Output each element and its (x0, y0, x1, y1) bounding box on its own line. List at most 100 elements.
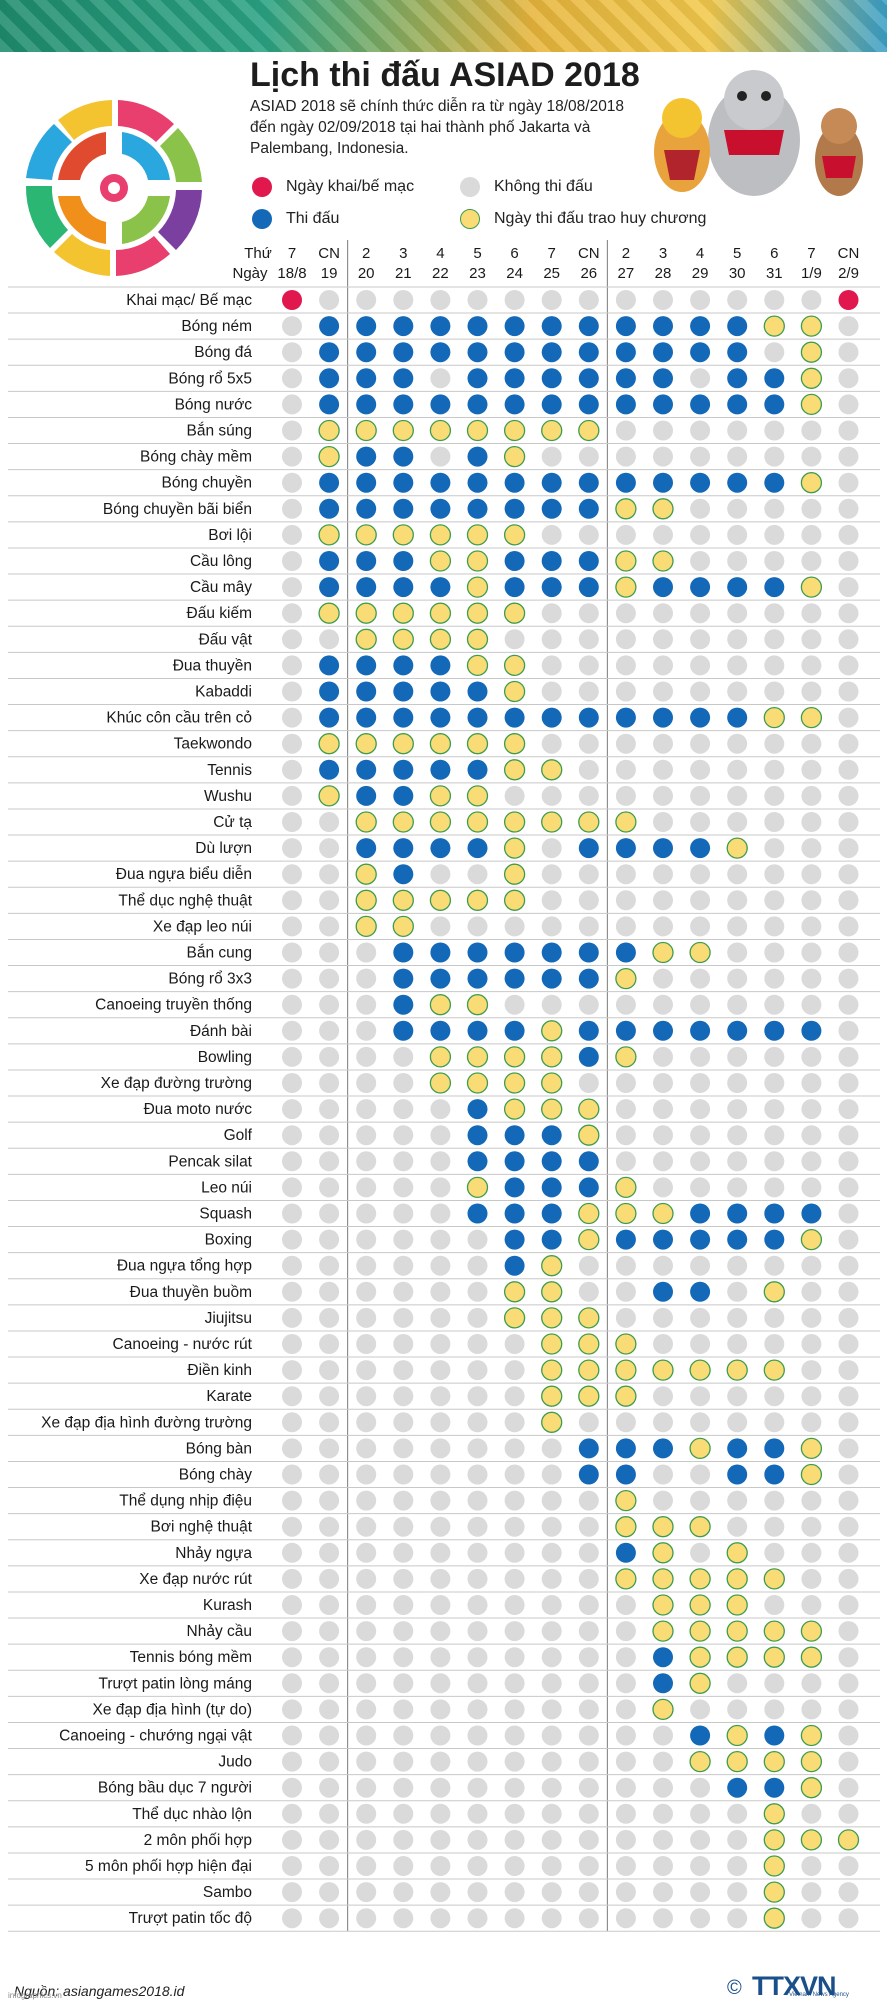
cell-competition (393, 577, 414, 598)
cell-medal (689, 1516, 711, 1538)
cell-medal (466, 785, 489, 807)
cell-no-competition (838, 681, 859, 702)
cell-competition (430, 394, 451, 415)
cell-no-competition (764, 1151, 785, 1172)
cell-competition (467, 707, 488, 728)
cell-no-competition (319, 1803, 340, 1824)
cell-medal (355, 602, 377, 624)
cell-no-competition (838, 1177, 859, 1198)
day-weekday-label: 6 (510, 245, 518, 262)
cell-no-competition (801, 498, 822, 519)
cell-medal (541, 1359, 563, 1381)
cell-competition (578, 1151, 599, 1172)
cell-no-competition (430, 864, 451, 885)
cell-competition (430, 707, 451, 728)
cell-no-competition (578, 655, 599, 676)
cell-medal (541, 811, 563, 833)
cell-competition (690, 1203, 711, 1224)
cell-no-competition (615, 1777, 636, 1798)
cell-no-competition (282, 1177, 302, 1198)
sport-label: Đấu vật (199, 631, 253, 648)
cell-no-competition (727, 759, 748, 780)
cell-no-competition (430, 1595, 451, 1615)
cell-no-competition (690, 551, 711, 571)
cell-no-competition (282, 1490, 302, 1511)
cell-medal (466, 576, 489, 598)
cell-medal (800, 706, 823, 729)
cell-competition (541, 551, 562, 571)
cell-no-competition (838, 1020, 859, 1041)
cell-no-competition (282, 838, 302, 859)
cell-no-competition (393, 290, 414, 310)
cell-medal (541, 759, 563, 781)
cell-medal (355, 419, 377, 442)
cell-medal (800, 315, 823, 337)
cell-no-competition (727, 603, 748, 624)
cell-no-competition (838, 1516, 859, 1537)
cell-no-competition (727, 968, 748, 989)
cell-no-competition (653, 1151, 673, 1172)
cell-no-competition (653, 1073, 673, 1093)
legend-dot-competition (252, 209, 272, 229)
cell-no-competition (764, 968, 785, 989)
cell-no-competition (393, 1595, 414, 1615)
cell-no-competition (690, 1177, 711, 1198)
cell-competition (541, 577, 562, 598)
cell-no-competition (578, 785, 599, 806)
cell-no-competition (690, 603, 711, 624)
cell-no-competition (801, 994, 822, 1015)
cell-medal (652, 550, 674, 572)
sport-label: Sambo (203, 1884, 252, 1901)
cell-medal (615, 811, 637, 833)
cell-no-competition (504, 1777, 525, 1798)
cell-no-competition (430, 1908, 451, 1929)
cell-no-competition (393, 1751, 414, 1772)
cell-no-competition (356, 1777, 377, 1798)
cell-no-competition (282, 1803, 302, 1824)
cell-no-competition (393, 1073, 414, 1093)
cell-no-competition (615, 655, 636, 676)
cell-no-competition (727, 1386, 748, 1407)
cell-competition (578, 368, 599, 389)
cell-no-competition (801, 446, 822, 467)
cell-no-competition (282, 1255, 302, 1276)
agency-logo: TTXVN (752, 1971, 837, 2001)
cell-no-competition (467, 1568, 488, 1589)
cell-no-competition (541, 629, 562, 650)
cell-no-competition (801, 1673, 822, 1694)
cell-competition (393, 994, 414, 1015)
cell-medal (466, 550, 489, 572)
cell-no-competition (282, 1334, 302, 1354)
cell-no-competition (319, 1829, 340, 1850)
cell-no-competition (504, 1334, 525, 1354)
cell-competition (690, 577, 711, 598)
cell-no-competition (541, 1908, 562, 1929)
cell-no-competition (282, 994, 302, 1015)
source-note: Nguồn: asiangames2018.id (14, 1983, 185, 1999)
cell-no-competition (541, 446, 562, 467)
cell-no-competition (541, 1490, 562, 1511)
cell-no-competition (578, 994, 599, 1015)
cell-no-competition (838, 785, 859, 806)
cell-no-competition (393, 1255, 414, 1276)
cell-no-competition (653, 916, 673, 937)
cell-medal (763, 1568, 785, 1590)
cell-competition (430, 342, 451, 363)
cell-no-competition (578, 1542, 599, 1563)
cell-no-competition (282, 1203, 302, 1224)
cell-no-competition (467, 1699, 488, 1720)
cell-no-competition (541, 1699, 562, 1720)
cell-competition (690, 1725, 711, 1746)
cell-no-competition (653, 1464, 673, 1485)
cell-no-competition (764, 1699, 785, 1720)
cell-medal (689, 1594, 711, 1616)
cell-medal (541, 1255, 563, 1277)
cell-medal (503, 837, 526, 859)
cell-no-competition (578, 446, 599, 467)
cell-competition (393, 472, 414, 493)
cell-medal (466, 524, 489, 546)
cell-no-competition (653, 1307, 673, 1328)
cell-no-competition (727, 1829, 748, 1850)
cell-no-competition (541, 785, 562, 806)
cell-competition (653, 1438, 673, 1459)
